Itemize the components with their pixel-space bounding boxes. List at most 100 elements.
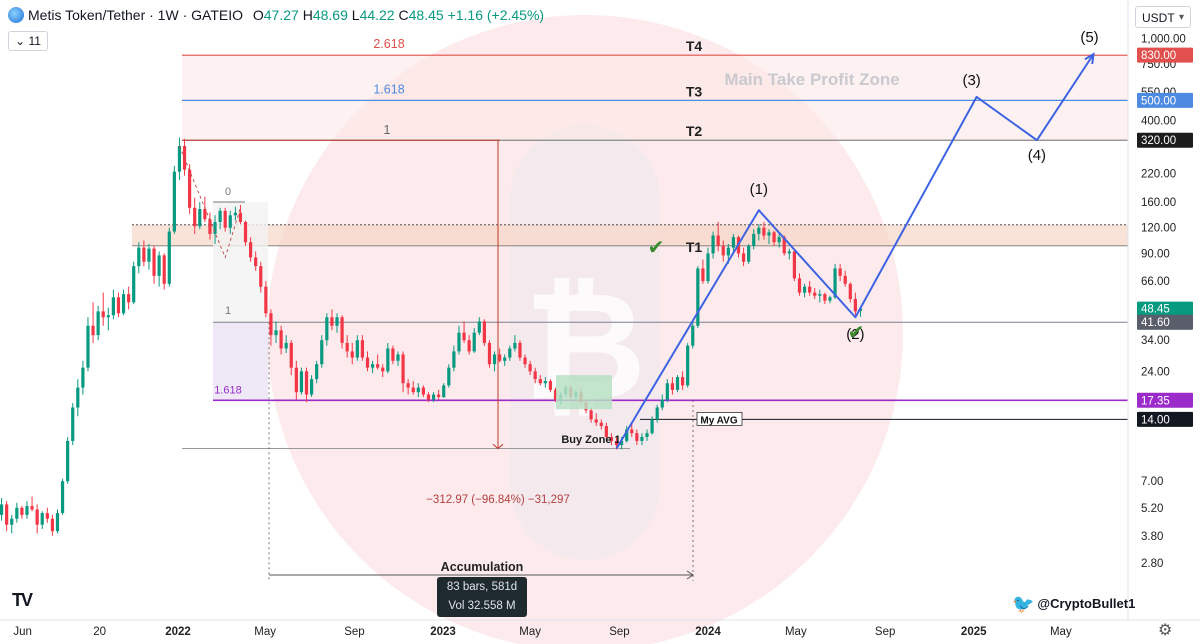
candle-body [381,367,385,372]
y-tick-label: 400.00 [1141,115,1176,127]
candle-body [228,215,232,228]
candle-body [614,440,619,446]
candle-body [680,377,685,386]
candle-body [670,383,675,390]
candle-body [55,513,60,532]
candle-body [177,145,182,172]
candle-body [767,232,771,236]
candle-body [208,219,212,234]
x-tick-label: 2025 [961,626,987,638]
retrace-label: 1 [225,305,231,317]
price-tag [1137,392,1193,408]
candle-body [274,330,278,336]
candle-body [193,207,197,227]
candle-body [213,221,217,234]
fib-label: 1 [384,123,391,137]
wave-label: (5) [1080,29,1098,46]
pattern-line [179,145,241,259]
candle-body [472,332,476,352]
price-tag-label: 17.35 [1141,395,1170,407]
buy-zone-tag: Buy Zone 1 My AVG [556,375,743,446]
buy-zone-label: Buy Zone 1 [561,434,620,446]
change-value: +1.16 (+2.45%) [447,7,545,23]
close-value: 48.45 [408,7,444,23]
candle-body [315,364,319,380]
candle-body [30,506,34,510]
candle-body [625,429,629,441]
check-icon: ✔ [848,322,865,344]
tradingview-logo[interactable]: TV [12,590,33,610]
wave-label: (2) [846,326,864,343]
candle-body [335,317,339,326]
candle-body [513,342,517,349]
candle-body [249,242,253,258]
candle-body [299,371,304,393]
candle-body [726,247,730,256]
candle-body [340,317,344,343]
candle-body [660,399,664,408]
currency-selector[interactable]: USDT ▾ [1135,6,1191,28]
indicator-toggle[interactable]: ⌄ 11 [8,31,48,51]
candle-body [396,354,400,361]
candle-body [426,394,431,400]
low-value: 44.22 [359,7,395,23]
candle-body [853,298,857,312]
x-tick-label: Jun [13,626,32,638]
target-label: T1 [686,239,703,255]
candle-body [254,257,258,267]
candle-body [437,394,441,397]
candle-body [792,251,796,279]
retrace-label: 0 [225,186,231,198]
candle-body [691,325,695,346]
x-tick-label: 2023 [430,626,456,638]
accum-arrow [686,570,694,580]
y-tick-label: 34.00 [1141,335,1170,347]
candle-body [802,286,807,293]
price-tag [1137,411,1193,427]
x-tick-label: Sep [609,626,629,638]
gear-icon[interactable]: ⚙ [1158,622,1173,639]
candle-body [640,436,644,441]
candle-body [823,294,827,301]
candle-body [386,348,390,372]
candle-body [223,210,227,228]
wave-label: (3) [962,72,980,89]
candle-body [609,436,614,441]
candle-body [838,268,842,276]
candle-body [533,371,537,380]
candles [0,137,863,536]
symbol-title[interactable]: Metis Token/Tether · 1W · GATEIO [28,7,243,23]
open-value: 47.27 [263,7,299,23]
candle-body [797,278,802,293]
wave-label: (4) [1028,147,1046,164]
candle-body [523,357,527,365]
candle-body [188,169,192,208]
y-tick-label: 5.20 [1141,503,1163,515]
candle-body [462,332,466,341]
candle-body [833,268,837,298]
candle-body [843,275,847,284]
candle-body [309,379,314,395]
candle-body [553,389,558,400]
candle-body [716,235,720,246]
candle-body [620,440,624,446]
candle-body [50,518,54,532]
levels: 2.618 1.618 1 0 1 1.618 T4 T3 T2 T1 Main Take Prof… [182,37,1128,450]
x-tick-label: 2022 [165,626,191,638]
candle-body [645,433,649,437]
drawdown-label: −312.97 (−96.84%) −31,297 [426,494,570,506]
candle-body [101,311,105,318]
candle-body [487,342,492,365]
candle-body [650,419,654,434]
candle-body [665,383,669,400]
author-credit: 🐦 @CryptoBullet1 [1012,594,1135,615]
candle-body [355,340,359,358]
candle-body [0,504,4,515]
candle-body [762,227,766,236]
candle-body [421,387,425,395]
candle-body [731,237,736,248]
candle-body [264,286,268,314]
candle-body [45,513,49,519]
